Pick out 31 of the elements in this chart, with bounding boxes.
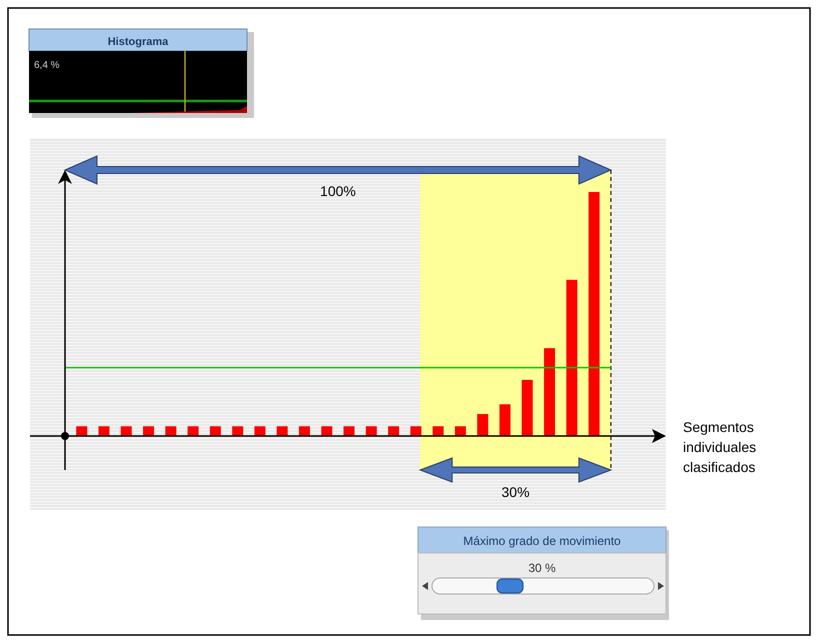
bar (432, 426, 444, 436)
bar (98, 426, 110, 436)
text: Histograma (108, 36, 170, 48)
bar (120, 426, 132, 436)
bar (366, 426, 377, 436)
bar (499, 404, 510, 436)
bar (454, 426, 466, 436)
bar (210, 426, 221, 436)
bar (298, 426, 310, 436)
text: 30 % (528, 561, 556, 575)
bar (188, 426, 199, 436)
bar (588, 192, 600, 436)
bar (321, 426, 332, 436)
annotation: 100% (320, 183, 356, 199)
bar (477, 414, 488, 436)
bar (388, 426, 400, 436)
text: Segmentos individuales clasificados (683, 419, 756, 475)
text: Máximo grado de movimiento (463, 534, 622, 548)
bar (566, 280, 578, 436)
bar (165, 426, 176, 436)
bar (410, 426, 422, 436)
bar (522, 380, 533, 436)
bar (143, 426, 154, 436)
text: 6,4 % (34, 60, 60, 71)
bar (254, 426, 266, 436)
bar (276, 426, 288, 436)
bar (344, 426, 355, 436)
bar (232, 426, 244, 436)
text: 30% (502, 484, 530, 500)
bar (76, 426, 88, 436)
bar (544, 348, 556, 436)
